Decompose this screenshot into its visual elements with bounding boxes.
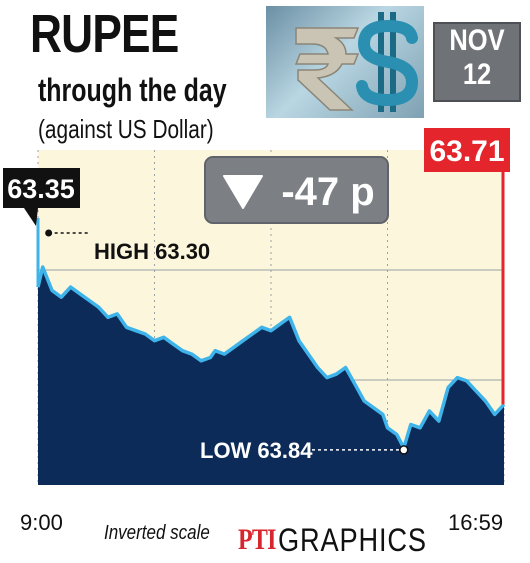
credit-logo: PTI GRAPHICS [238,522,453,558]
currency-illustration [266,6,424,118]
high-marker: HIGH 63.30 [45,229,210,264]
change-value: -47 p [281,170,374,214]
date-month: NOV [449,24,505,57]
rupee-symbol-icon [294,27,360,111]
dollar-symbol-icon [356,12,419,112]
series-line [36,265,506,450]
close-value: 63.71 [429,135,504,168]
currency-note: (against US Dollar) [38,114,214,144]
low-marker: LOW 63.84 [200,438,409,463]
low-label: LOW 63.84 [200,438,313,463]
down-triangle-icon [223,175,263,209]
credit-graphics: GRAPHICS [278,521,427,558]
open-value: 63.35 [7,174,75,204]
x-tick-start: 9:00 [20,510,63,535]
area-fill [38,267,504,485]
date-day: 12 [462,58,492,91]
close-tag: 63.71 [424,128,510,172]
credit-pti: PTI [238,523,276,556]
chart-title: RUPEE [30,4,179,64]
open-tag: 63.35 [3,168,80,226]
date-badge: NOV 12 [433,22,521,102]
high-label: HIGH 63.30 [94,239,210,264]
scale-note: Inverted scale [104,522,210,544]
change-box: -47 p [204,156,389,224]
x-tick-end: 16:59 [448,510,503,535]
chart-subtitle: through the day [38,72,227,108]
